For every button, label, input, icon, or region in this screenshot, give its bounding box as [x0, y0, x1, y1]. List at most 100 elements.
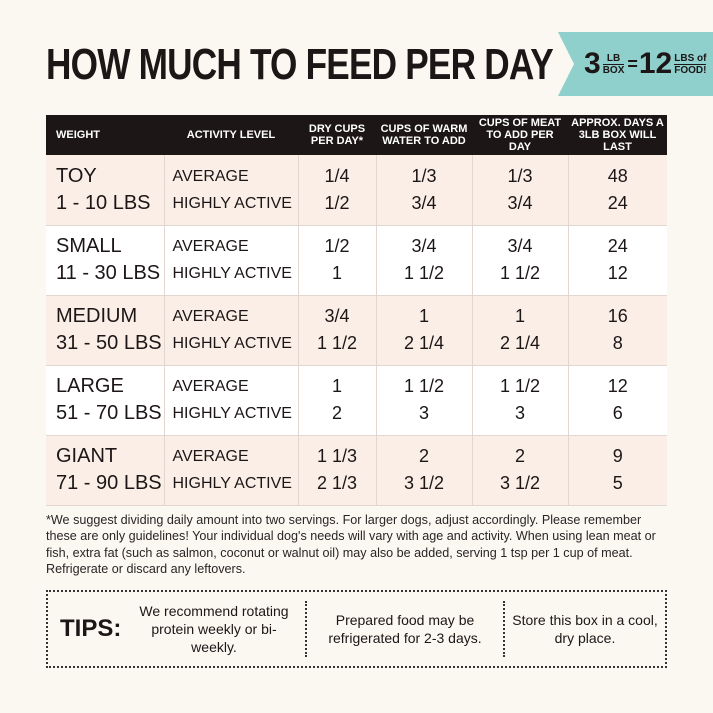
weight-cell: SMALL 11 - 30 LBS — [46, 225, 165, 296]
weight-cell: TOY 1 - 10 LBS — [46, 155, 165, 226]
box-yield-banner: 3 LB BOX = 12 LBS of FOOD! — [558, 32, 713, 96]
highly-active-value: 3/4 — [411, 192, 437, 213]
table-row: LARGE 51 - 70 LBS AVERAGE HIGHLY ACTIVE 1 2 1 … — [46, 365, 667, 436]
highly-active-value: 1 1/2 — [403, 263, 445, 283]
average-value: AVERAGE — [172, 378, 249, 395]
feeding-table: WEIGHT ACTIVITY LEVEL DRY CUPS PER DAY* CUP… — [46, 115, 667, 506]
content-column: WEIGHT ACTIVITY LEVEL DRY CUPS PER DAY* CUP… — [46, 115, 671, 668]
value-cell: AVERAGE HIGHLY ACTIVE — [164, 435, 299, 506]
column-header: WEIGHT — [46, 115, 164, 155]
value-cell: 1 1/2 3 — [472, 365, 569, 436]
highly-active-value: 2 — [331, 403, 342, 423]
value-cell: 1 2 1/4 — [472, 295, 569, 366]
value-cell: 1/3 3/4 — [376, 155, 473, 226]
value-cell: 3/4 1 1/2 — [298, 295, 377, 366]
average-value: 9 — [612, 446, 623, 466]
value-cell: AVERAGE HIGHLY ACTIVE — [164, 365, 299, 436]
banner-number: 12 — [638, 47, 673, 80]
value-cell: AVERAGE HIGHLY ACTIVE — [164, 155, 299, 226]
highly-active-value: 1 — [331, 263, 342, 283]
average-value: 1 1/2 — [499, 376, 541, 396]
highly-active-value: 1 1/2 — [316, 333, 358, 353]
value-cell: 1 1/3 2 1/3 — [298, 435, 377, 506]
table-row: MEDIUM 31 - 50 LBS AVERAGE HIGHLY ACTIVE 3/4… — [46, 295, 667, 366]
table-row: GIANT 71 - 90 LBS AVERAGE HIGHLY ACTIVE 1 1/… — [46, 435, 667, 506]
value-cell: 2 3 1/2 — [472, 435, 569, 506]
average-value: AVERAGE — [172, 308, 249, 325]
size-label: LARGE — [56, 375, 124, 397]
column-header: CUPS OF MEAT TO ADD PER DAY — [472, 115, 568, 155]
tips-box: TIPS: We recommend rotating protein week… — [46, 589, 667, 668]
weight-range: 11 - 30 LBS — [56, 262, 161, 284]
value-cell: 2 3 1/2 — [376, 435, 473, 506]
average-value: AVERAGE — [172, 238, 249, 255]
average-value: 1 1/3 — [316, 446, 358, 466]
value-cell: 12 6 — [568, 365, 667, 436]
value-cell: AVERAGE HIGHLY ACTIVE — [164, 295, 299, 366]
value-cell: 16 8 — [568, 295, 667, 366]
average-value: 3/4 — [507, 236, 533, 256]
weight-range: 31 - 50 LBS — [56, 332, 162, 354]
highly-active-value: 5 — [612, 473, 623, 493]
average-value: 1 — [514, 306, 525, 326]
highly-active-value: 2 1/4 — [499, 333, 541, 353]
highly-active-value: 3 — [418, 403, 429, 423]
average-value: 1 — [418, 306, 429, 326]
average-value: 2 — [418, 446, 429, 466]
value-cell: 1 2 1/4 — [376, 295, 473, 366]
average-value: 16 — [607, 306, 628, 326]
average-value: 1/3 — [411, 165, 437, 186]
value-cell: 1 1/2 3 — [376, 365, 473, 436]
value-cell: 1/3 3/4 — [472, 155, 569, 226]
column-header: ACTIVITY LEVEL — [164, 115, 298, 155]
highly-active-value: 8 — [612, 333, 623, 353]
banner-unit: LBS of FOOD! — [674, 52, 707, 76]
highly-active-value: HIGHLY ACTIVE — [172, 475, 292, 492]
average-value: 3/4 — [411, 236, 437, 256]
column-header: CUPS OF WARM WATER TO ADD — [376, 115, 472, 155]
weight-range: 71 - 90 LBS — [56, 472, 162, 494]
average-value: 12 — [607, 376, 628, 396]
average-value: 1/4 — [324, 165, 350, 186]
average-value: 3/4 — [324, 306, 350, 326]
tips-label: TIPS: — [60, 614, 122, 642]
value-cell: 24 12 — [568, 225, 667, 296]
average-value: 24 — [607, 236, 628, 256]
highly-active-value: 1 1/2 — [499, 263, 541, 283]
size-label: SMALL — [56, 235, 122, 257]
highly-active-value: 6 — [612, 403, 623, 423]
banner-number: 3 — [584, 47, 601, 80]
banner-unit: LB BOX — [602, 52, 625, 76]
highly-active-value: HIGHLY ACTIVE — [172, 335, 292, 352]
weight-range: 1 - 10 LBS — [56, 191, 151, 214]
highly-active-value: 12 — [607, 263, 628, 283]
tip-item: Store this box in a cool, dry place. — [512, 611, 658, 646]
size-label: GIANT — [56, 445, 118, 467]
footnote: *We suggest dividing daily amount into t… — [46, 512, 656, 577]
highly-active-value: 3 — [514, 403, 525, 423]
average-value: AVERAGE — [172, 167, 249, 185]
table-row: SMALL 11 - 30 LBS AVERAGE HIGHLY ACTIVE 1/2 1… — [46, 225, 667, 296]
value-cell: 3/4 1 1/2 — [376, 225, 473, 296]
weight-cell: GIANT 71 - 90 LBS — [46, 435, 165, 506]
value-cell: 1/4 1/2 — [298, 155, 377, 226]
highly-active-value: 2 1/3 — [316, 473, 358, 493]
highly-active-value: 3 1/2 — [499, 473, 541, 493]
highly-active-value: 1/2 — [324, 192, 350, 213]
average-value: AVERAGE — [172, 448, 249, 465]
table-row: TOY 1 - 10 LBS AVERAGE HIGHLY ACTIVE 1/4 1/2 1… — [46, 155, 667, 226]
weight-cell: MEDIUM 31 - 50 LBS — [46, 295, 165, 366]
size-label: MEDIUM — [56, 305, 138, 327]
average-value: 1 — [331, 376, 342, 396]
highly-active-value: 3 1/2 — [403, 473, 445, 493]
highly-active-value: 2 1/4 — [403, 333, 445, 353]
value-cell: 3/4 1 1/2 — [472, 225, 569, 296]
average-value: 2 — [514, 446, 525, 466]
size-label: TOY — [56, 164, 97, 187]
weight-range: 51 - 70 LBS — [56, 402, 162, 424]
highly-active-value: HIGHLY ACTIVE — [172, 405, 292, 422]
average-value: 1/2 — [324, 236, 350, 256]
column-header: APPROX. DAYS A 3LB BOX WILL LAST — [568, 115, 667, 155]
average-value: 1/3 — [507, 165, 533, 186]
